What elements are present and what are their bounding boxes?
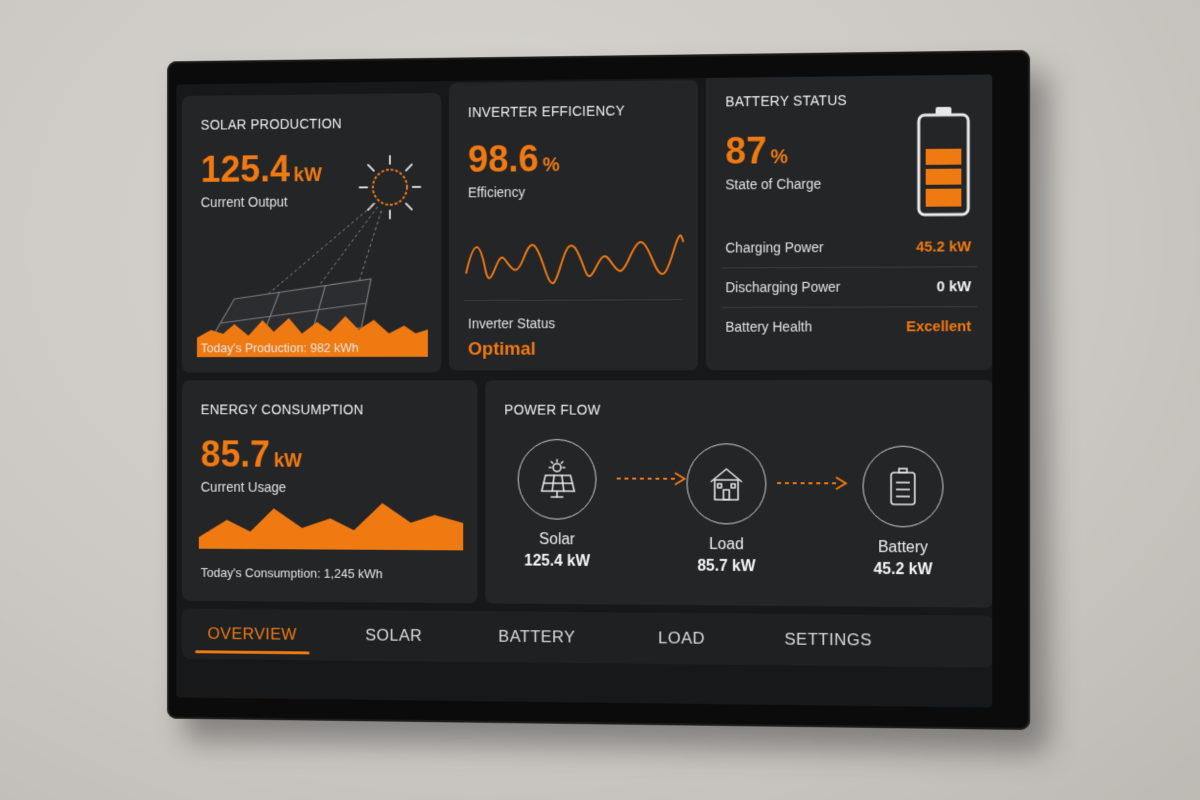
battery-divider-2 — [721, 306, 978, 308]
inverter-efficiency-unit: % — [542, 154, 560, 177]
flow-node-battery[interactable]: Battery 45.2 kW — [839, 445, 967, 580]
consumption-value: 85.7 — [200, 434, 271, 476]
battery-node-ring — [862, 445, 944, 528]
charging-power-label: Charging Power — [725, 239, 824, 256]
battery-icon — [885, 467, 921, 507]
consumption-readout: 85.7 kW — [200, 434, 459, 476]
inverter-card-title: INVERTER EFFICIENCY — [467, 102, 625, 121]
inverter-efficiency-card[interactable]: INVERTER EFFICIENCY 98.6% Efficiency Inv… — [448, 80, 699, 371]
battery-health-value: Excellent — [906, 318, 972, 336]
nav-tab-overview[interactable]: OVERVIEW — [182, 609, 323, 661]
solar-card-title: SOLAR PRODUCTION — [200, 115, 342, 133]
nav-tab-settings[interactable]: SETTINGS — [784, 629, 872, 650]
power-flow-card[interactable]: POWER FLOW — [485, 380, 993, 608]
solar-node-ring — [517, 439, 597, 520]
inverter-efficiency-value: 98.6 — [467, 138, 539, 181]
nav-tab-load[interactable]: LOAD — [658, 628, 706, 648]
battery-status-card[interactable]: BATTERY STATUS 87% State of Charge Charg… — [705, 74, 993, 371]
solar-illustration — [196, 152, 428, 358]
consumption-area-chart — [198, 502, 464, 551]
discharging-power-row: Discharging Power 0 kW — [725, 278, 971, 296]
load-node-ring — [686, 443, 767, 525]
solar-panel-icon — [536, 458, 578, 501]
power-flow-title: POWER FLOW — [504, 401, 601, 418]
battery-health-label: Battery Health — [725, 318, 813, 335]
wall-display: SOLAR PRODUCTION 125.4 kW Current Output — [167, 50, 1031, 730]
solar-production-area — [196, 315, 428, 358]
consumption-unit: kW — [273, 450, 302, 472]
energy-consumption-card[interactable]: ENERGY CONSUMPTION 85.7 kW Current Usage … — [182, 380, 478, 604]
discharging-power-label: Discharging Power — [725, 278, 841, 296]
inverter-efficiency-readout: 98.6% — [467, 138, 679, 181]
nav-tab-solar[interactable]: SOLAR — [365, 625, 423, 645]
inverter-efficiency-label: Efficiency — [467, 184, 526, 201]
consumption-today: Today's Consumption: 1,245 kWh — [200, 565, 383, 582]
battery-node-value: 45.2 kW — [873, 560, 933, 579]
consumption-card-title: ENERGY CONSUMPTION — [200, 401, 364, 418]
charging-power-value: 45.2 kW — [915, 238, 972, 256]
flow-node-load[interactable]: Load 85.7 kW — [663, 443, 790, 576]
battery-node-label: Battery — [877, 539, 928, 557]
bottom-navigation: OVERVIEW SOLAR BATTERY LOAD SETTINGS — [182, 608, 993, 668]
discharging-power-value: 0 kW — [936, 278, 972, 296]
dashboard-screen: SOLAR PRODUCTION 125.4 kW Current Output — [176, 74, 993, 708]
charging-power-row: Charging Power 45.2 kW — [725, 238, 971, 256]
battery-health-row: Battery Health Excellent — [725, 318, 971, 335]
battery-divider-1 — [721, 266, 978, 269]
solar-node-value: 125.4 kW — [524, 552, 590, 570]
battery-charge-unit: % — [770, 146, 788, 169]
battery-level-icon — [916, 106, 971, 217]
house-icon — [707, 464, 746, 504]
solar-production-card[interactable]: SOLAR PRODUCTION 125.4 kW Current Output — [182, 92, 442, 373]
inverter-divider — [464, 299, 683, 302]
load-node-label: Load — [709, 536, 744, 554]
efficiency-waveform — [464, 228, 685, 288]
flow-node-solar[interactable]: Solar 125.4 kW — [495, 439, 620, 571]
solar-panel-icon — [206, 279, 371, 347]
sun-icon — [360, 156, 421, 219]
solar-node-label: Solar — [539, 531, 575, 549]
battery-charge-value: 87 — [725, 130, 767, 173]
inverter-status-value: Optimal — [467, 338, 536, 360]
load-node-value: 85.7 kW — [697, 557, 756, 576]
nav-tab-battery[interactable]: BATTERY — [498, 627, 576, 647]
inverter-status-label: Inverter Status — [467, 315, 556, 332]
solar-today-production: Today's Production: 982 kWh — [200, 340, 359, 356]
